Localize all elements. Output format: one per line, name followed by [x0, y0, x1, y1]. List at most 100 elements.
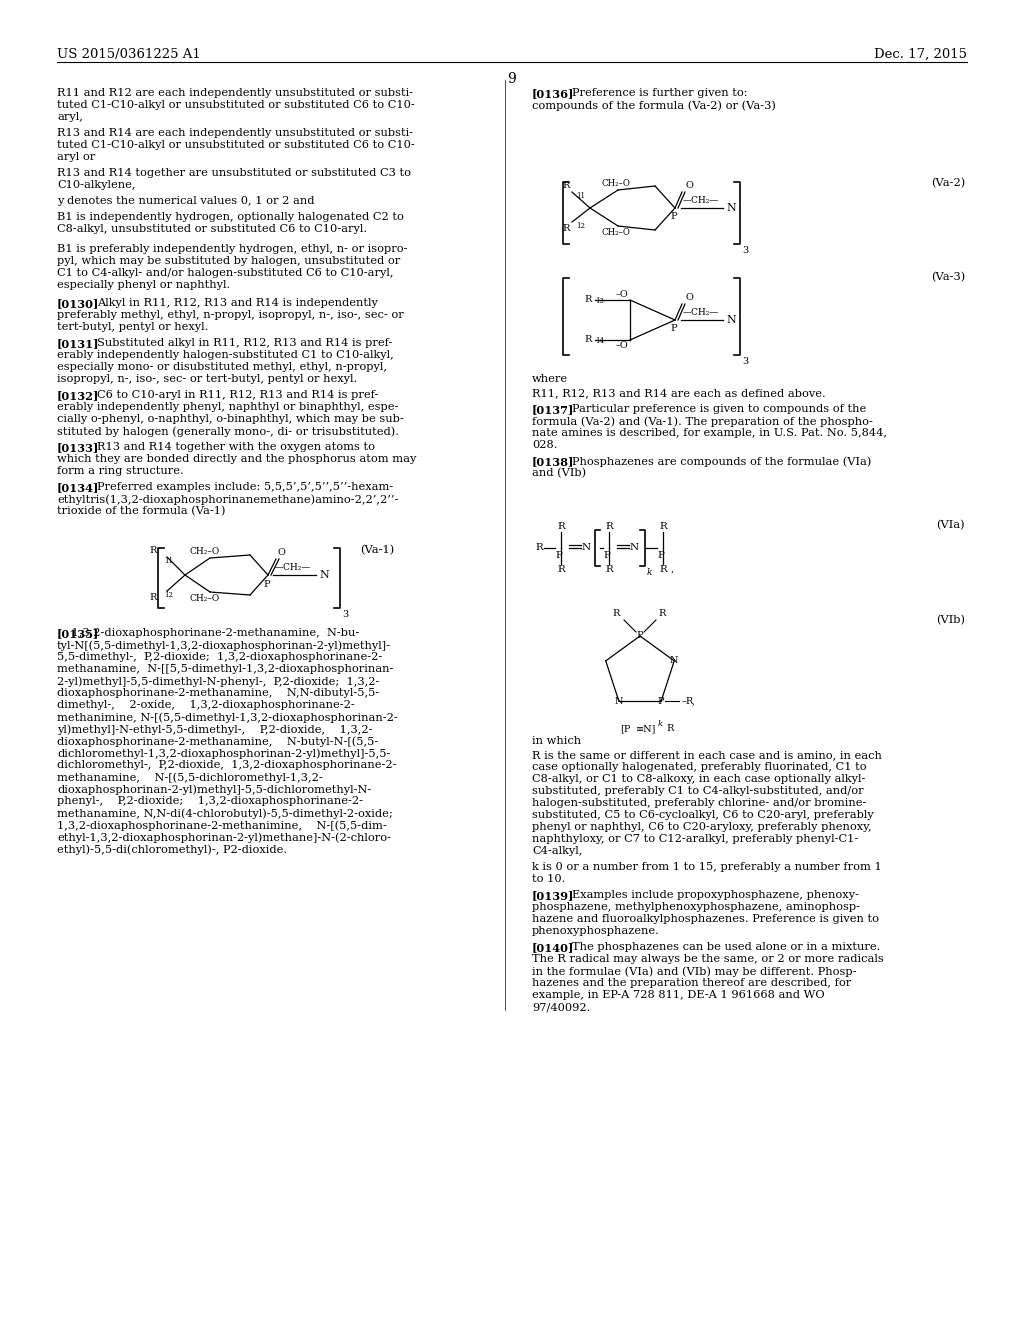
- Text: cially o-phenyl, o-naphthyl, o-binaphthyl, which may be sub-: cially o-phenyl, o-naphthyl, o-binaphthy…: [57, 414, 403, 424]
- Text: 12: 12: [575, 222, 585, 230]
- Text: Preference is further given to:: Preference is further given to:: [572, 88, 748, 98]
- Text: R: R: [666, 723, 674, 733]
- Text: Phosphazenes are compounds of the formulae (VIa): Phosphazenes are compounds of the formul…: [572, 455, 871, 466]
- Text: dioxaphosphorinane-2-methanamine,    N,N-dibutyl-5,5-: dioxaphosphorinane-2-methanamine, N,N-di…: [57, 688, 379, 698]
- Text: halogen-substituted, preferably chlorine- and/or bromine-: halogen-substituted, preferably chlorine…: [532, 799, 866, 808]
- Text: CH₂–O: CH₂–O: [189, 546, 220, 556]
- Text: P: P: [657, 697, 665, 706]
- Text: 3: 3: [742, 356, 749, 366]
- Text: naphthyloxy, or C7 to C12-aralkyl, preferably phenyl-C1-: naphthyloxy, or C7 to C12-aralkyl, prefe…: [532, 834, 858, 843]
- Text: form a ring structure.: form a ring structure.: [57, 466, 183, 477]
- Text: R: R: [150, 593, 157, 602]
- Text: nate amines is described, for example, in U.S. Pat. No. 5,844,: nate amines is described, for example, i…: [532, 428, 887, 438]
- Text: P: P: [671, 213, 677, 220]
- Text: C1 to C4-alkyl- and/or halogen-substituted C6 to C10-aryl,: C1 to C4-alkyl- and/or halogen-substitut…: [57, 268, 393, 279]
- Text: 97/40092.: 97/40092.: [532, 1002, 591, 1012]
- Text: R: R: [535, 544, 543, 553]
- Text: in the formulae (VIa) and (VIb) may be different. Phosp-: in the formulae (VIa) and (VIb) may be d…: [532, 966, 856, 977]
- Text: preferably methyl, ethyl, n-propyl, isopropyl, n-, iso-, sec- or: preferably methyl, ethyl, n-propyl, isop…: [57, 310, 403, 319]
- Text: 028.: 028.: [532, 440, 557, 450]
- Text: R11, R12, R13 and R14 are each as defined above.: R11, R12, R13 and R14 are each as define…: [532, 388, 825, 399]
- Text: substituted, preferably C1 to C4-alkyl-substituted, and/or: substituted, preferably C1 to C4-alkyl-s…: [532, 785, 863, 796]
- Text: (Va-2): (Va-2): [931, 178, 965, 189]
- Text: ≡N]: ≡N]: [636, 723, 656, 733]
- Text: —CH₂—: —CH₂—: [683, 195, 720, 205]
- Text: ethyltris(1,3,2-dioxaphosphorinanemethane)amino-2,2’,2’’-: ethyltris(1,3,2-dioxaphosphorinanemethan…: [57, 494, 398, 504]
- Text: [0138]: [0138]: [532, 455, 574, 467]
- Text: erably independently halogen-substituted C1 to C10-alkyl,: erably independently halogen-substituted…: [57, 350, 394, 360]
- Text: 1,3,2-dioxaphosphorinane-2-methanamine,  N-bu-: 1,3,2-dioxaphosphorinane-2-methanamine, …: [57, 628, 359, 638]
- Text: phenoxyphosphazene.: phenoxyphosphazene.: [532, 927, 659, 936]
- Text: US 2015/0361225 A1: US 2015/0361225 A1: [57, 48, 201, 61]
- Text: k: k: [647, 568, 652, 577]
- Text: 14: 14: [595, 337, 604, 345]
- Text: aryl or: aryl or: [57, 152, 95, 162]
- Text: —CH₂—: —CH₂—: [275, 564, 311, 572]
- Text: P: P: [603, 550, 610, 560]
- Text: N: N: [630, 544, 639, 553]
- Text: k: k: [658, 719, 664, 729]
- Text: R: R: [605, 565, 612, 574]
- Text: compounds of the formula (Va-2) or (Va-3): compounds of the formula (Va-2) or (Va-3…: [532, 100, 776, 111]
- Text: The R radical may always be the same, or 2 or more radicals: The R radical may always be the same, or…: [532, 954, 884, 964]
- Text: [0134]: [0134]: [57, 482, 99, 492]
- Text: 11: 11: [164, 557, 173, 565]
- Text: phenyl or naphthyl, C6 to C20-aryloxy, preferably phenoxy,: phenyl or naphthyl, C6 to C20-aryloxy, p…: [532, 822, 871, 832]
- Text: R is the same or different in each case and is amino, in each: R is the same or different in each case …: [532, 750, 882, 760]
- Text: O: O: [685, 293, 693, 302]
- Text: tyl-N[(5,5-dimethyl-1,3,2-dioxaphosphorinan-2-yl)methyl]-: tyl-N[(5,5-dimethyl-1,3,2-dioxaphosphori…: [57, 640, 391, 651]
- Text: N: N: [670, 656, 679, 665]
- Text: R: R: [659, 565, 667, 574]
- Text: which they are bonded directly and the phosphorus atom may: which they are bonded directly and the p…: [57, 454, 417, 465]
- Text: C6 to C10-aryl in R11, R12, R13 and R14 is pref-: C6 to C10-aryl in R11, R12, R13 and R14 …: [97, 389, 379, 400]
- Text: CH₂–O: CH₂–O: [189, 594, 220, 603]
- Text: N: N: [582, 544, 591, 553]
- Text: 3: 3: [742, 246, 749, 255]
- Text: ethyl-1,3,2-dioxaphosphorinan-2-yl)methane]-N-(2-chloro-: ethyl-1,3,2-dioxaphosphorinan-2-yl)metha…: [57, 832, 391, 842]
- Text: [0130]: [0130]: [57, 298, 99, 309]
- Text: y denotes the numerical values 0, 1 or 2 and: y denotes the numerical values 0, 1 or 2…: [57, 195, 314, 206]
- Text: R: R: [585, 296, 592, 305]
- Text: trioxide of the formula (Va-1): trioxide of the formula (Va-1): [57, 506, 225, 516]
- Text: dichloromethyl-1,3,2-dioxaphosphorinan-2-yl)methyl]-5,5-: dichloromethyl-1,3,2-dioxaphosphorinan-2…: [57, 748, 390, 759]
- Text: C10-alkylene,: C10-alkylene,: [57, 180, 135, 190]
- Text: R: R: [557, 521, 565, 531]
- Text: P: P: [264, 579, 270, 589]
- Text: tert-butyl, pentyl or hexyl.: tert-butyl, pentyl or hexyl.: [57, 322, 208, 333]
- Text: –O: –O: [615, 290, 628, 300]
- Text: especially phenyl or naphthyl.: especially phenyl or naphthyl.: [57, 280, 230, 290]
- Text: 3: 3: [342, 610, 348, 619]
- Text: R11 and R12 are each independently unsubstituted or substi-: R11 and R12 are each independently unsub…: [57, 88, 413, 98]
- Text: R: R: [562, 224, 570, 234]
- Text: stituted by halogen (generally mono-, di- or trisubstituted).: stituted by halogen (generally mono-, di…: [57, 426, 399, 437]
- Text: pyl, which may be substituted by halogen, unsubstituted or: pyl, which may be substituted by halogen…: [57, 256, 400, 267]
- Text: yl)methyl]-N-ethyl-5,5-dimethyl-,    P,2-dioxide,    1,3,2-: yl)methyl]-N-ethyl-5,5-dimethyl-, P,2-di…: [57, 723, 373, 734]
- Text: P: P: [637, 631, 643, 640]
- Text: dimethyl-,    2-oxide,    1,3,2-dioxaphosphorinane-2-: dimethyl-, 2-oxide, 1,3,2-dioxaphosphori…: [57, 700, 354, 710]
- Text: to 10.: to 10.: [532, 874, 565, 884]
- Text: tuted C1-C10-alkyl or unsubstituted or substituted C6 to C10-: tuted C1-C10-alkyl or unsubstituted or s…: [57, 140, 415, 150]
- Text: The phosphazenes can be used alone or in a mixture.: The phosphazenes can be used alone or in…: [572, 942, 881, 952]
- Text: N: N: [614, 697, 623, 706]
- Text: phosphazene, methylphenoxyphosphazene, aminophosp-: phosphazene, methylphenoxyphosphazene, a…: [532, 902, 860, 912]
- Text: —CH₂—: —CH₂—: [683, 308, 720, 317]
- Text: aryl,: aryl,: [57, 112, 83, 121]
- Text: R: R: [585, 335, 592, 345]
- Text: ,: ,: [691, 698, 694, 706]
- Text: case optionally halogenated, preferably fluorinated, C1 to: case optionally halogenated, preferably …: [532, 762, 866, 772]
- Text: [0140]: [0140]: [532, 942, 574, 953]
- Text: [0133]: [0133]: [57, 442, 99, 453]
- Text: O: O: [685, 181, 693, 190]
- Text: and (VIb): and (VIb): [532, 469, 586, 478]
- Text: 12: 12: [164, 591, 173, 599]
- Text: [0139]: [0139]: [532, 890, 574, 902]
- Text: B1 is preferably independently hydrogen, ethyl, n- or isopro-: B1 is preferably independently hydrogen,…: [57, 244, 408, 253]
- Text: Substituted alkyl in R11, R12, R13 and R14 is pref-: Substituted alkyl in R11, R12, R13 and R…: [97, 338, 392, 348]
- Text: (Va-3): (Va-3): [931, 272, 965, 282]
- Text: C8-alkyl, unsubstituted or substituted C6 to C10-aryl.: C8-alkyl, unsubstituted or substituted C…: [57, 224, 368, 234]
- Text: isopropyl, n-, iso-, sec- or tert-butyl, pentyl or hexyl.: isopropyl, n-, iso-, sec- or tert-butyl,…: [57, 374, 357, 384]
- Text: R: R: [659, 521, 667, 531]
- Text: Examples include propoxyphosphazene, phenoxy-: Examples include propoxyphosphazene, phe…: [572, 890, 859, 900]
- Text: k is 0 or a number from 1 to 15, preferably a number from 1: k is 0 or a number from 1 to 15, prefera…: [532, 862, 882, 873]
- Text: where: where: [532, 374, 568, 384]
